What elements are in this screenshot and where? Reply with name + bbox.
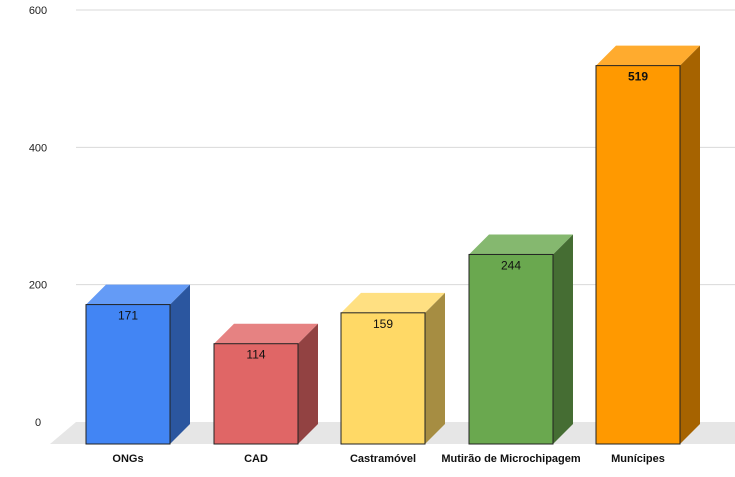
bar-top-face — [341, 292, 445, 313]
bar-front-face — [85, 304, 171, 445]
bar-front-face — [213, 343, 299, 445]
y-tick-label: 0 — [35, 417, 41, 429]
x-category-label: Munícipes — [611, 453, 665, 465]
bar-4: 244 — [468, 234, 573, 445]
bar-1: 171 — [85, 284, 190, 445]
bar-top-face — [596, 45, 700, 66]
x-category-label: CAD — [244, 453, 268, 465]
bar-value-label: 519 — [628, 70, 648, 84]
y-tick-label: 400 — [29, 142, 47, 154]
bar-side-face — [425, 292, 445, 444]
bar-side-face — [553, 234, 573, 444]
bar-5: 519 — [595, 45, 700, 445]
bar-top-face — [86, 284, 190, 305]
bar-top-face — [214, 323, 318, 344]
bar-value-label: 114 — [246, 348, 265, 362]
bar-2: 114 — [213, 323, 318, 445]
bar-value-label: 244 — [501, 258, 521, 272]
y-tick-label: 200 — [29, 280, 47, 292]
x-category-label: Mutirão de Microchipagem — [441, 453, 581, 465]
x-category-label: Castramóvel — [350, 453, 416, 465]
y-tick-label: 600 — [29, 5, 47, 17]
bar-front-face — [468, 253, 554, 445]
bar-side-face — [170, 284, 190, 444]
x-category-label: ONGs — [112, 453, 143, 465]
bar-side-face — [298, 323, 318, 444]
bar-front-face — [340, 312, 426, 445]
bar-value-label: 171 — [118, 309, 138, 323]
bar-3: 159 — [340, 292, 445, 445]
bar-value-label: 159 — [373, 317, 393, 331]
bar-side-face — [680, 45, 700, 445]
bar-top-face — [469, 234, 573, 255]
bar-front-face — [595, 65, 681, 445]
